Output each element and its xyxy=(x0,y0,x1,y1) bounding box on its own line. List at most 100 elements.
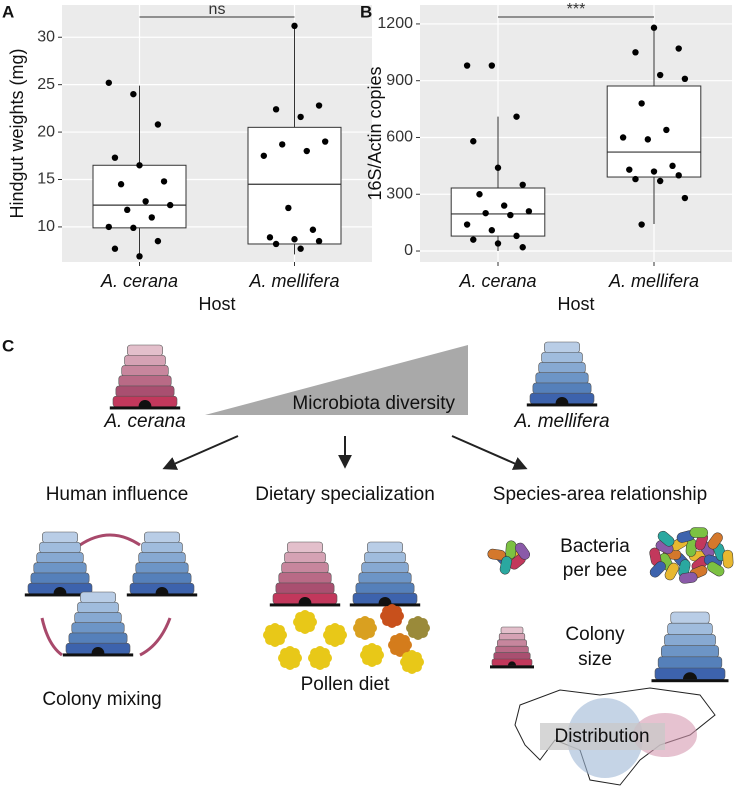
hive-layer xyxy=(532,382,592,395)
x-tick-label: A. mellifera xyxy=(608,271,699,291)
data-point xyxy=(111,245,119,252)
x-axis-title: Host xyxy=(198,294,235,314)
hive-entrance xyxy=(378,597,392,604)
data-point xyxy=(309,226,317,233)
hive-entrance xyxy=(91,647,105,654)
hive-layer xyxy=(30,572,90,585)
hive-base xyxy=(269,603,341,607)
data-point xyxy=(463,62,471,69)
hive-layer xyxy=(141,541,183,554)
x-tick-label: A. mellifera xyxy=(248,271,339,291)
hive-layer xyxy=(498,633,526,641)
hive-entrance xyxy=(138,400,152,407)
pollen-core xyxy=(386,610,398,622)
hive-base xyxy=(62,653,134,657)
hive-layer xyxy=(497,639,527,647)
hive-layer xyxy=(493,652,531,660)
panel-label: C xyxy=(2,336,14,355)
data-point xyxy=(166,201,174,209)
hive-layer xyxy=(118,375,172,387)
bacterium xyxy=(679,572,698,584)
hive-layer xyxy=(135,562,189,574)
branch-label: Species-area relationship xyxy=(493,484,707,505)
data-point xyxy=(663,126,670,134)
pollen-diet: Pollen diet xyxy=(301,674,390,695)
hive-layer xyxy=(80,591,116,604)
hive-layer xyxy=(115,385,175,398)
y-tick-label: 20 xyxy=(37,123,55,140)
hive-layer xyxy=(670,611,710,625)
data-point xyxy=(470,236,477,243)
data-point xyxy=(291,236,298,243)
bacterium xyxy=(689,527,709,538)
hive-entrance xyxy=(508,661,516,666)
diversity-wedge xyxy=(205,345,468,415)
pollen-core xyxy=(366,649,378,661)
branch-label: Dietary specialization xyxy=(255,484,435,505)
colony-size-label: Colony xyxy=(565,624,625,645)
data-point xyxy=(266,234,274,241)
hive-layer xyxy=(138,552,186,564)
data-point xyxy=(507,211,514,219)
data-point xyxy=(525,208,533,215)
bacterium xyxy=(707,532,723,550)
hive-layer xyxy=(132,572,192,585)
colony-size-label: size xyxy=(578,649,612,670)
hive-layer xyxy=(36,552,84,564)
bacterium xyxy=(722,549,734,569)
data-point xyxy=(476,191,483,198)
data-point xyxy=(681,75,689,83)
hive-entrance xyxy=(555,397,569,404)
bacterium xyxy=(514,542,531,560)
data-point xyxy=(142,198,149,205)
box xyxy=(606,85,702,178)
pollen-core xyxy=(269,629,281,641)
y-tick-label: 30 xyxy=(37,28,55,45)
y-tick-label: 600 xyxy=(386,129,413,146)
y-tick-label: 15 xyxy=(37,171,55,188)
data-point xyxy=(675,172,682,179)
bacterium xyxy=(649,561,666,578)
hive-base xyxy=(526,403,598,407)
hive-layer xyxy=(355,582,415,595)
data-point xyxy=(321,138,329,145)
data-point xyxy=(488,227,496,234)
charts: 10 15 20 25 30 A. cerana A. mellifera ns Host Hin… xyxy=(2,1,732,314)
gradient-label: Microbiota diversity xyxy=(292,393,455,414)
data-point xyxy=(519,181,526,188)
data-point xyxy=(272,240,280,248)
hive-base xyxy=(24,593,96,597)
hive-layer xyxy=(77,601,119,614)
world-map xyxy=(514,687,716,786)
data-point xyxy=(638,100,645,107)
data-point xyxy=(279,141,286,148)
hive-layer xyxy=(660,645,719,658)
hive-entrance xyxy=(155,587,169,594)
data-point xyxy=(619,134,627,141)
species-left: A. cerana xyxy=(103,411,185,432)
data-point xyxy=(160,178,168,185)
diagram: C Microbiota diversity A. cerana A. mell… xyxy=(2,336,734,786)
data-point xyxy=(650,168,658,175)
data-point xyxy=(136,253,143,260)
branch-label: Human influence xyxy=(46,484,189,505)
hive-layer xyxy=(281,562,329,574)
data-point xyxy=(656,177,664,185)
hive-layer xyxy=(364,551,406,564)
pollen-core xyxy=(406,656,418,668)
colony-mixing: Colony mixing xyxy=(42,689,161,710)
y-tick-label: 10 xyxy=(37,218,55,235)
bacterium xyxy=(664,562,679,581)
data-point xyxy=(291,22,298,30)
significance-label: *** xyxy=(567,1,586,18)
arrow xyxy=(162,435,239,470)
pollen-core xyxy=(299,616,311,628)
hive-base xyxy=(349,603,421,607)
hive-layer xyxy=(541,351,583,364)
mixing-arrow xyxy=(79,533,141,547)
hive-base xyxy=(126,593,198,597)
data-point xyxy=(513,113,520,120)
data-point xyxy=(154,237,162,245)
data-point xyxy=(681,194,689,202)
bacterium xyxy=(499,556,512,575)
